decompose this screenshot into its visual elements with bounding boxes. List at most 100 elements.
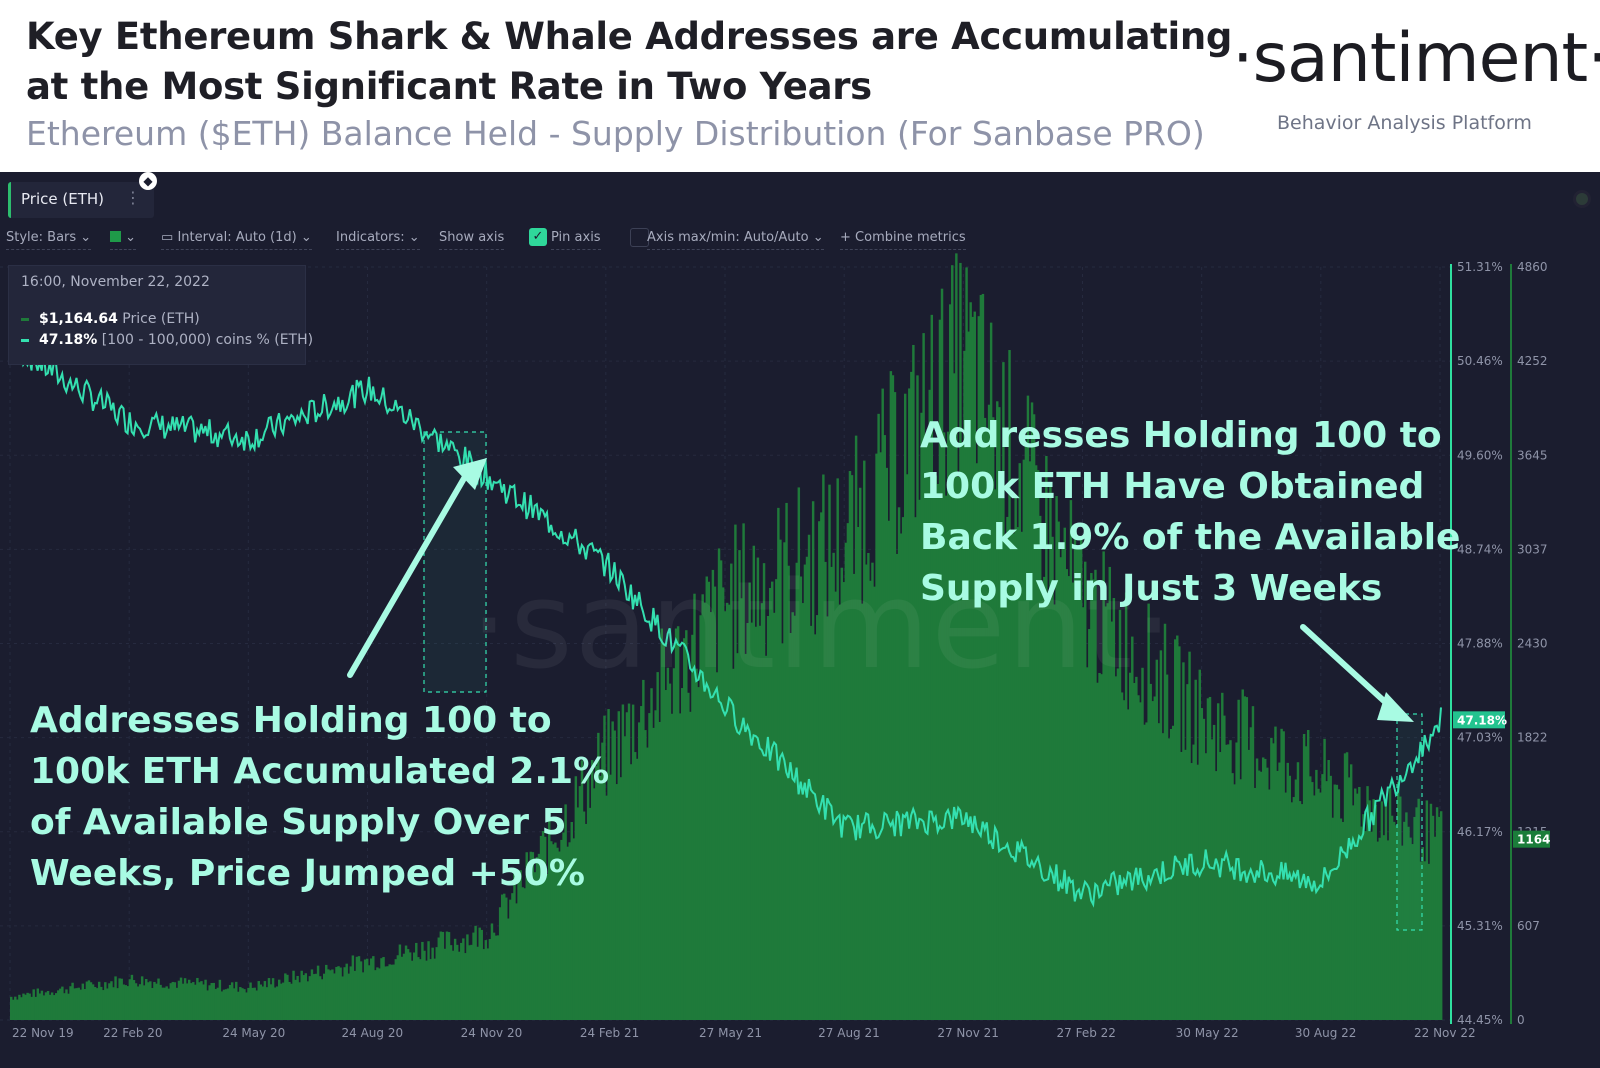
- tab-price-eth[interactable]: Price (ETH) ⋮: [8, 182, 154, 218]
- price-bar: [388, 964, 391, 1020]
- price-bar: [267, 978, 271, 1020]
- interval-select[interactable]: ▭ Interval: Auto (1d) ⌄: [161, 230, 312, 250]
- price-bar: [1249, 727, 1253, 1020]
- price-value-badge-text: 1164: [1517, 833, 1550, 847]
- price-bar: [1227, 744, 1230, 1020]
- price-bar: [486, 948, 490, 1020]
- price-bar: [1219, 752, 1222, 1020]
- indicators-select[interactable]: Indicators: ⌄: [336, 230, 420, 250]
- price-bar: [719, 560, 723, 1020]
- y-left-tick-label: 47.03%: [1457, 731, 1503, 745]
- calendar-icon: ▭: [161, 230, 174, 245]
- price-bar: [1143, 724, 1146, 1020]
- price-bar: [1028, 461, 1032, 1020]
- price-bar: [1051, 536, 1054, 1020]
- price-bar: [1292, 797, 1296, 1020]
- y-left-tick-label: 50.46%: [1457, 354, 1503, 368]
- price-bar: [893, 392, 897, 1020]
- price-bar: [1077, 545, 1081, 1020]
- color-swatch: [110, 231, 121, 242]
- x-tick-label: 27 Nov 21: [937, 1026, 999, 1040]
- price-bar: [1124, 592, 1128, 1020]
- price-bar: [701, 594, 704, 1020]
- kebab-menu-icon[interactable]: ⋮: [125, 188, 141, 207]
- price-bar: [93, 987, 97, 1020]
- price-bar: [1425, 800, 1429, 1020]
- price-bar: [1112, 598, 1116, 1020]
- price-bar: [1151, 701, 1154, 1020]
- price-bar: [1327, 759, 1330, 1020]
- price-bar: [609, 774, 612, 1020]
- price-bar: [1233, 784, 1236, 1020]
- price-bar: [81, 983, 85, 1020]
- price-bar: [1235, 742, 1238, 1020]
- price-bar: [918, 499, 921, 1020]
- price-bar: [654, 710, 657, 1020]
- price-bar: [44, 992, 48, 1020]
- price-bar: [863, 460, 866, 1021]
- price-bar: [840, 567, 844, 1020]
- price-bar: [852, 573, 856, 1020]
- price-bar: [42, 995, 46, 1020]
- price-bar: [292, 970, 295, 1020]
- price-bar: [316, 965, 320, 1020]
- axis-maxmin-select[interactable]: Axis max/min: Auto/Auto ⌄: [647, 230, 824, 250]
- price-bar: [809, 625, 813, 1020]
- pin-axis-checkbox[interactable]: [630, 228, 649, 247]
- price-bar: [296, 975, 299, 1020]
- price-bar: [1006, 516, 1009, 1020]
- page-title: Key Ethereum Shark & Whale Addresses are…: [26, 12, 1232, 112]
- price-bar: [1104, 606, 1107, 1020]
- price-bar: [1407, 826, 1410, 1020]
- plus-icon: +: [840, 230, 851, 245]
- price-bar: [159, 984, 162, 1020]
- price-bar: [781, 643, 784, 1020]
- show-axis-checkbox[interactable]: ✓: [529, 228, 547, 246]
- price-bar: [844, 542, 848, 1020]
- price-bar: [509, 899, 512, 1020]
- price-bar: [1399, 796, 1402, 1020]
- price-bar: [601, 742, 604, 1020]
- price-bar: [973, 311, 976, 1020]
- price-bar: [754, 626, 758, 1020]
- price-bar: [511, 893, 514, 1020]
- page-subtitle: Ethereum ($ETH) Balance Held - Supply Di…: [26, 114, 1205, 153]
- price-bar: [996, 401, 999, 1020]
- price-bar: [1188, 651, 1191, 1020]
- pin-axis-toggle[interactable]: Pin axis: [551, 230, 601, 250]
- price-bar: [1421, 847, 1424, 1020]
- price-bar: [308, 976, 312, 1020]
- combine-metrics-button[interactable]: + Combine metrics: [840, 230, 966, 250]
- price-bar: [1090, 573, 1093, 1020]
- price-bar: [1024, 441, 1028, 1020]
- supply-value-badge: [1453, 711, 1505, 729]
- price-bar: [1133, 682, 1136, 1020]
- tab-label: Price (ETH): [21, 190, 104, 208]
- price-bar: [1065, 569, 1069, 1020]
- arrow-left: [347, 465, 473, 678]
- price-bar: [867, 552, 870, 1020]
- color-select[interactable]: ⌄: [110, 230, 137, 250]
- price-bar: [394, 959, 398, 1020]
- price-bar: [529, 851, 533, 1020]
- price-bar: [838, 604, 841, 1020]
- price-bar: [1392, 821, 1396, 1020]
- price-bar: [1190, 763, 1193, 1020]
- price-bar: [16, 999, 19, 1020]
- price-bar: [1417, 798, 1420, 1020]
- price-bar: [568, 842, 571, 1020]
- price-bar: [378, 968, 381, 1020]
- price-bar: [214, 989, 218, 1020]
- price-bar: [666, 667, 670, 1020]
- price-bar: [920, 412, 923, 1020]
- price-bar: [245, 992, 248, 1020]
- price-bar: [758, 625, 762, 1020]
- annotation-left-line: Addresses Holding 100 to: [30, 700, 552, 741]
- price-bar: [110, 981, 113, 1020]
- price-bar: [243, 989, 246, 1020]
- style-select[interactable]: Style: Bars ⌄: [6, 230, 92, 250]
- price-bar: [658, 721, 661, 1020]
- price-bar: [715, 672, 719, 1020]
- show-axis-toggle[interactable]: Show axis: [439, 230, 505, 250]
- annotation-right: Addresses Holding 100 to 100k ETH Have O…: [920, 410, 1480, 614]
